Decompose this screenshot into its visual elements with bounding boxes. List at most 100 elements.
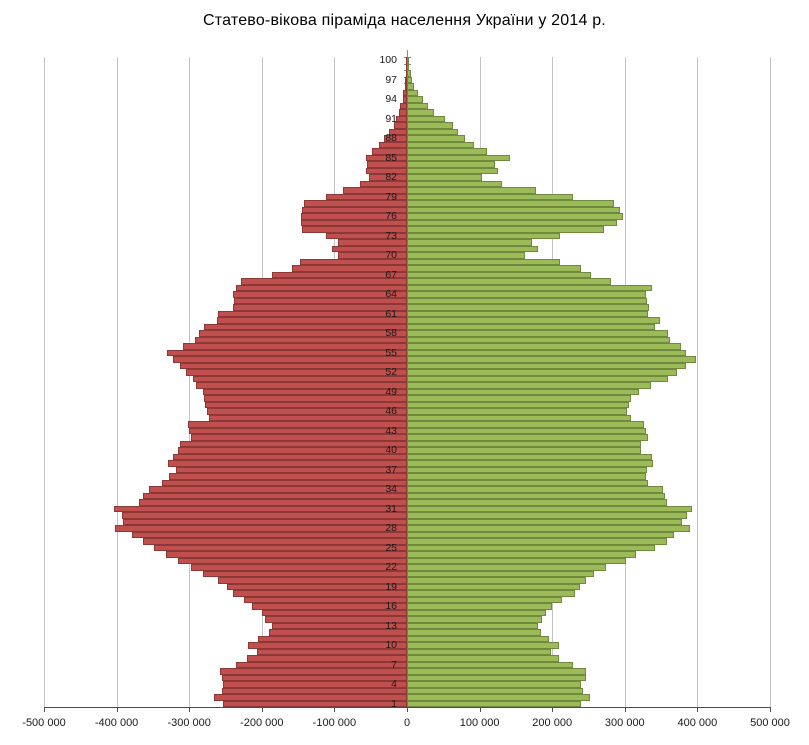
male-bar bbox=[213, 694, 407, 701]
male-bar bbox=[271, 271, 407, 278]
female-bar bbox=[407, 694, 590, 701]
female-bar bbox=[407, 115, 445, 122]
male-bar bbox=[183, 343, 407, 350]
male-bar bbox=[240, 278, 407, 285]
gridline bbox=[116, 57, 118, 707]
male-bar bbox=[338, 239, 407, 246]
female-bar bbox=[407, 330, 668, 337]
age-axis-label: 76 bbox=[385, 210, 397, 223]
female-bar bbox=[407, 622, 538, 629]
age-axis-label: 61 bbox=[385, 307, 397, 320]
male-bar bbox=[367, 161, 407, 168]
female-bar bbox=[407, 551, 637, 558]
male-bar bbox=[205, 401, 407, 408]
male-bar bbox=[173, 356, 407, 363]
female-bar bbox=[407, 226, 605, 233]
age-axis-label: 70 bbox=[385, 249, 397, 262]
male-bar bbox=[204, 395, 407, 402]
female-bar bbox=[407, 167, 498, 174]
female-bar bbox=[407, 629, 541, 636]
male-bar bbox=[359, 180, 407, 187]
female-bar bbox=[407, 369, 678, 376]
male-bar bbox=[226, 583, 407, 590]
female-bar bbox=[407, 570, 594, 577]
female-bar bbox=[407, 674, 586, 681]
female-bar bbox=[407, 213, 624, 220]
male-bar bbox=[186, 369, 407, 376]
female-bar bbox=[407, 590, 575, 597]
female-bar bbox=[407, 161, 495, 168]
male-bar bbox=[179, 440, 407, 447]
female-bar bbox=[407, 668, 586, 675]
male-bar bbox=[232, 304, 407, 311]
gridline bbox=[189, 57, 191, 707]
male-bar bbox=[142, 492, 407, 499]
female-bar bbox=[407, 336, 670, 343]
male-bar bbox=[161, 479, 407, 486]
male-bar bbox=[366, 167, 407, 174]
female-bar bbox=[407, 642, 560, 649]
age-axis-label: 16 bbox=[385, 600, 397, 613]
female-bar bbox=[407, 505, 693, 512]
female-bar bbox=[407, 57, 409, 64]
male-bar bbox=[402, 96, 407, 103]
age-axis-label: 13 bbox=[385, 619, 397, 632]
female-bar bbox=[407, 447, 641, 454]
male-bar bbox=[219, 668, 407, 675]
female-bar bbox=[407, 473, 646, 480]
male-bar bbox=[243, 596, 407, 603]
age-axis-label: 91 bbox=[385, 112, 397, 125]
age-axis-label: 28 bbox=[385, 522, 397, 535]
age-axis-label: 4 bbox=[391, 678, 397, 691]
female-bar bbox=[407, 284, 652, 291]
age-axis-label: 88 bbox=[385, 132, 397, 145]
female-bar bbox=[407, 232, 561, 239]
male-bar bbox=[343, 187, 407, 194]
male-bar bbox=[168, 473, 407, 480]
male-bar bbox=[143, 538, 407, 545]
x-axis-label: -300 000 bbox=[167, 717, 211, 729]
age-axis-label: 43 bbox=[385, 424, 397, 437]
female-bar bbox=[407, 616, 543, 623]
female-bar bbox=[407, 603, 553, 610]
male-bar bbox=[235, 661, 407, 668]
female-bar bbox=[407, 388, 640, 395]
x-axis-tick bbox=[44, 707, 45, 712]
female-bar bbox=[407, 252, 525, 259]
male-bar bbox=[206, 408, 407, 415]
female-bar bbox=[407, 401, 630, 408]
age-axis-label: 19 bbox=[385, 580, 397, 593]
female-bar bbox=[407, 76, 413, 83]
male-bar bbox=[256, 648, 407, 655]
male-bar bbox=[247, 655, 407, 662]
female-bar bbox=[407, 141, 474, 148]
female-bar bbox=[407, 239, 532, 246]
female-bar bbox=[407, 375, 669, 382]
x-axis-label: 300 000 bbox=[604, 717, 645, 729]
female-bar bbox=[407, 421, 645, 428]
female-bar bbox=[407, 382, 651, 389]
x-axis-tick bbox=[624, 707, 626, 712]
female-bar bbox=[407, 89, 418, 96]
male-bar bbox=[234, 297, 407, 304]
female-bar bbox=[407, 304, 650, 311]
age-axis-label: 100 bbox=[379, 54, 397, 67]
female-bar bbox=[407, 661, 574, 668]
x-axis-tick bbox=[552, 707, 554, 712]
age-axis-label: 10 bbox=[385, 639, 397, 652]
female-bar bbox=[407, 343, 682, 350]
male-bar bbox=[252, 603, 407, 610]
female-bar bbox=[407, 531, 675, 538]
male-bar bbox=[403, 89, 407, 96]
male-bar bbox=[208, 414, 407, 421]
male-bar bbox=[248, 642, 407, 649]
female-bar bbox=[407, 271, 591, 278]
x-axis-tick bbox=[334, 707, 336, 712]
male-bar bbox=[179, 362, 407, 369]
female-bar bbox=[407, 427, 646, 434]
male-bar bbox=[221, 687, 407, 694]
male-bar bbox=[302, 226, 407, 233]
female-bar bbox=[407, 486, 663, 493]
male-bar bbox=[202, 388, 407, 395]
female-bar bbox=[407, 200, 614, 207]
